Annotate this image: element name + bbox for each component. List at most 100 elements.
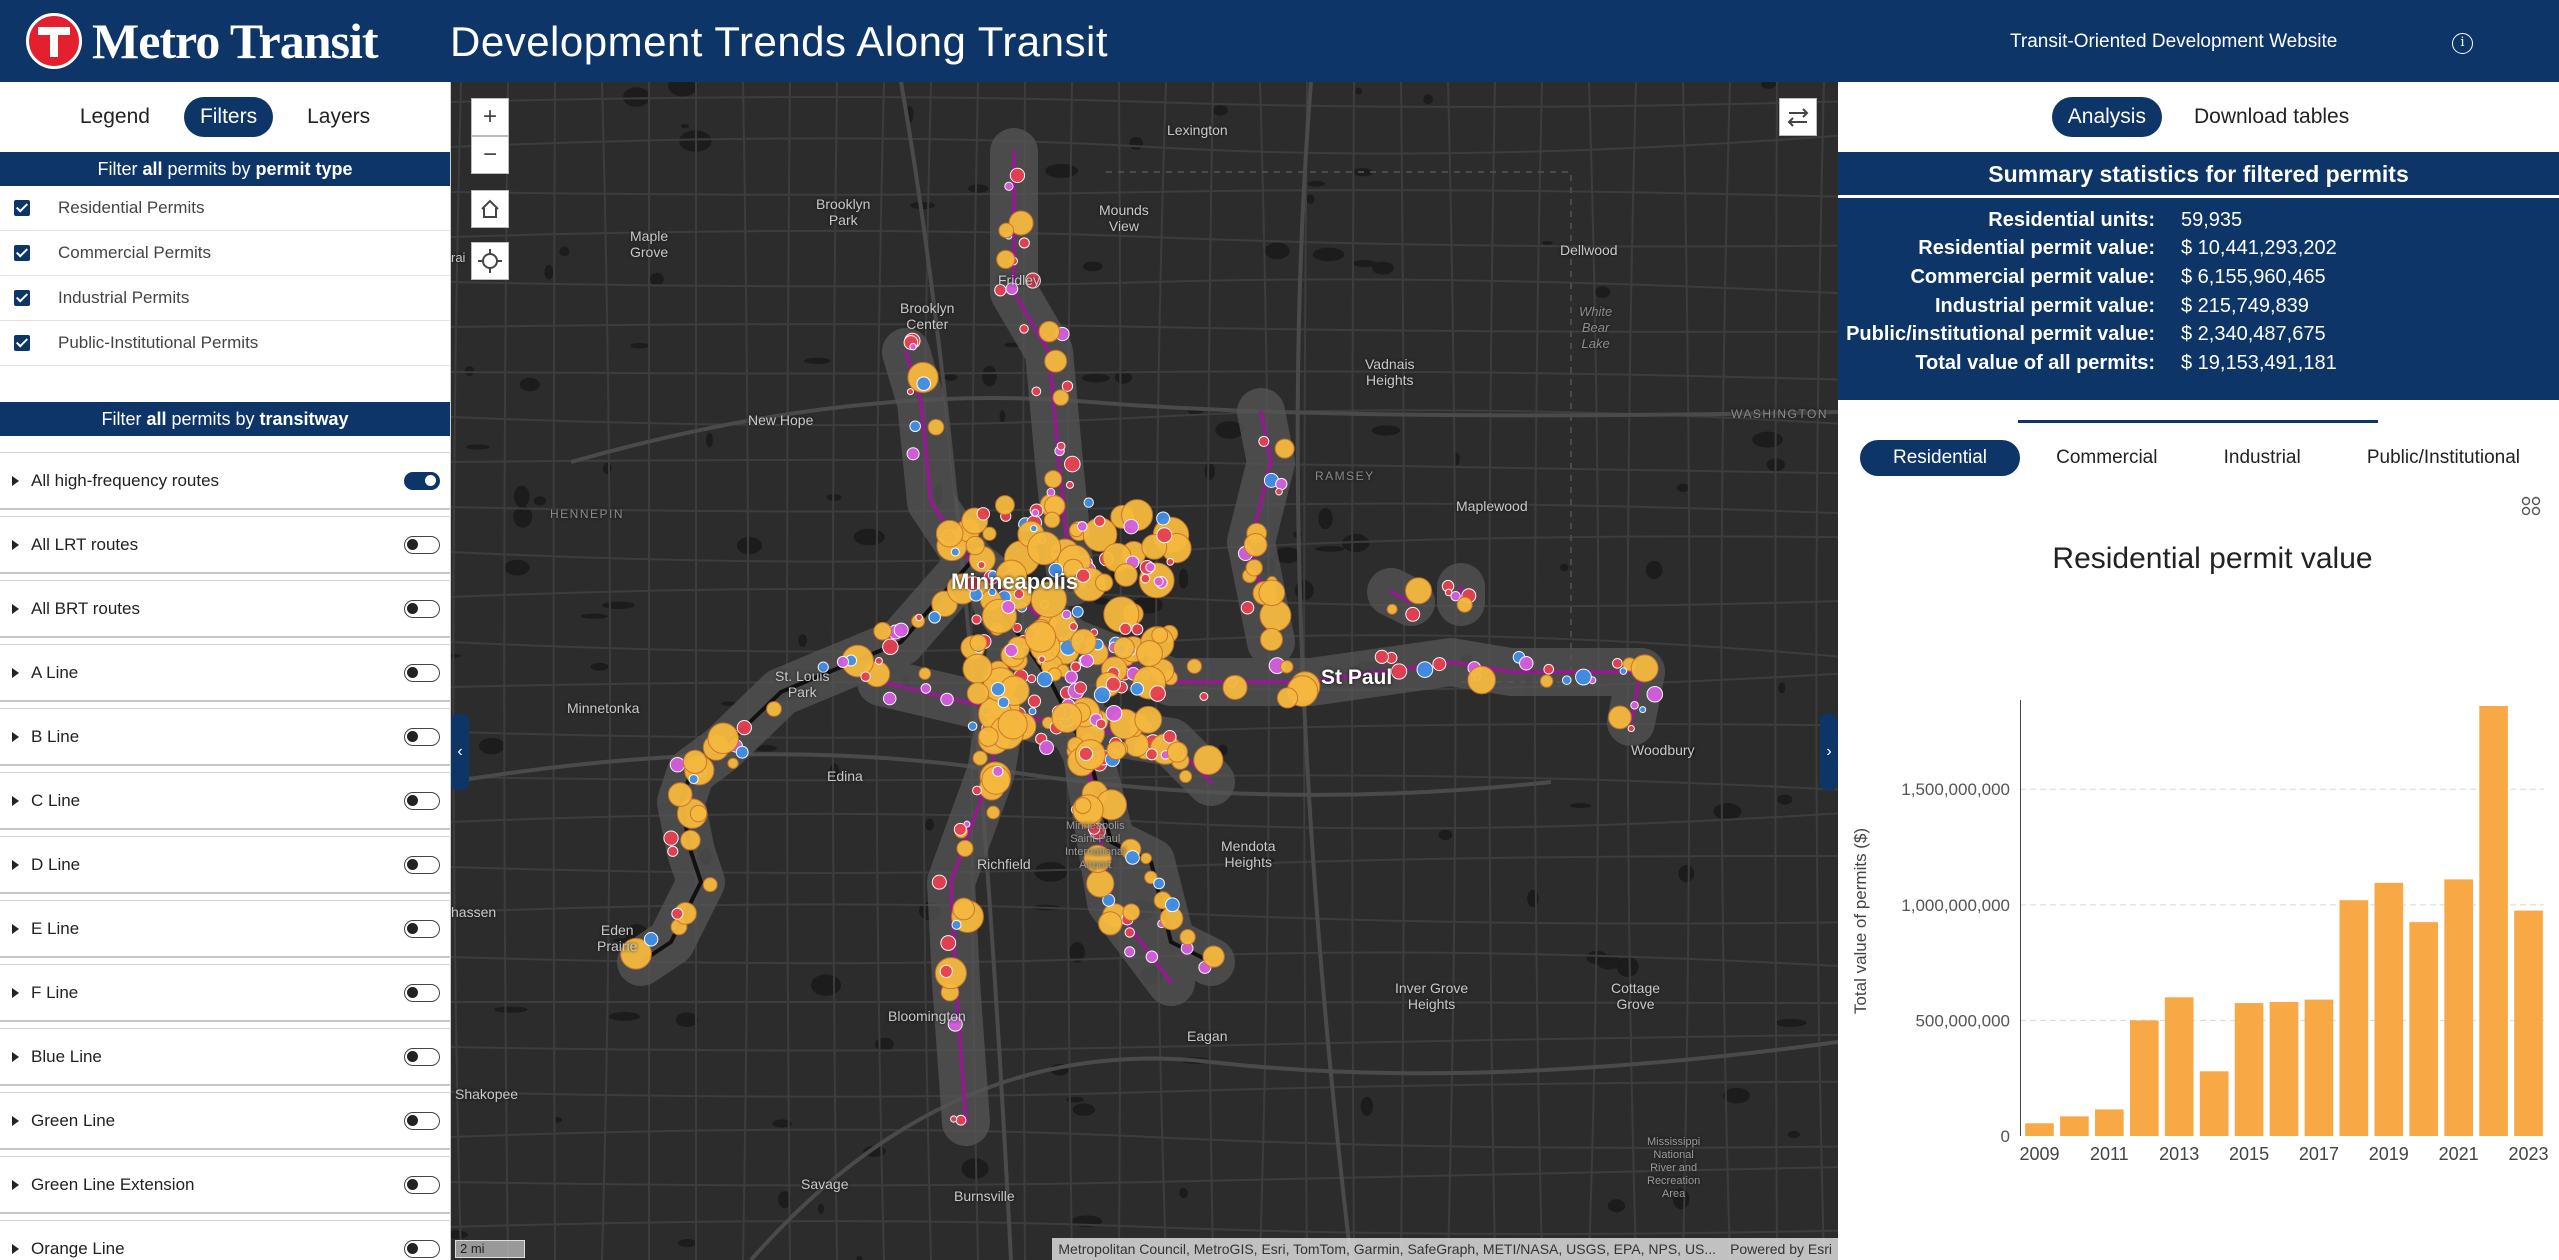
permit-type-residential[interactable]: Residential Permits	[0, 186, 450, 231]
transitway-toggle[interactable]	[404, 664, 440, 682]
permit-point	[1145, 950, 1159, 964]
transitway-row[interactable]: All LRT routes	[0, 510, 450, 574]
transitway-toggle[interactable]	[404, 984, 440, 1002]
place-label: Inver Grove Heights	[1395, 980, 1469, 1012]
bar-2016	[2269, 1001, 2299, 1136]
caret-right-icon[interactable]	[12, 1244, 19, 1254]
statistic-row: Commercial permit value: $ 6,155,960,465	[1838, 263, 2559, 292]
metro-transit-logo[interactable]: Metro Transit	[26, 10, 379, 72]
permit-point	[996, 249, 1016, 270]
tab-residential[interactable]: Residential	[1860, 440, 2020, 476]
info-icon[interactable]: i	[2452, 33, 2473, 54]
permit-point	[916, 376, 931, 391]
tab-filters[interactable]: Filters	[183, 97, 274, 137]
tab-analysis[interactable]: Analysis	[2051, 97, 2162, 137]
water-body	[829, 763, 840, 780]
transitway-toggle[interactable]	[404, 536, 440, 554]
place-label: White Bear Lake	[1579, 304, 1613, 351]
map-canvas[interactable]	[451, 82, 1838, 1260]
caret-right-icon[interactable]	[12, 796, 19, 806]
permit-point	[1070, 628, 1097, 655]
transitway-toggle[interactable]	[404, 1176, 440, 1194]
collapse-right-panel-button[interactable]: ›	[1820, 714, 1838, 790]
tab-public-institutional[interactable]: Public/Institutional	[2366, 447, 2520, 468]
transitway-toggle[interactable]	[404, 856, 440, 874]
transitway-toggle[interactable]	[404, 792, 440, 810]
powered-by-esri[interactable]: Powered by Esri	[1730, 1241, 1832, 1257]
transitway-row[interactable]: Green Line	[0, 1086, 450, 1150]
checkbox-commercial[interactable]	[14, 245, 30, 261]
caret-right-icon[interactable]	[12, 988, 19, 998]
caret-right-icon[interactable]	[12, 924, 19, 934]
caret-right-icon[interactable]	[12, 668, 19, 678]
permit-point	[1073, 681, 1087, 695]
y-tick-label: 0	[2001, 1127, 2010, 1146]
transitway-toggle[interactable]	[404, 920, 440, 938]
transitway-row[interactable]: D Line	[0, 830, 450, 894]
transitway-row[interactable]: All high-frequency routes	[0, 446, 450, 510]
tab-layers[interactable]: Layers	[307, 105, 371, 128]
caret-right-icon[interactable]	[12, 732, 19, 742]
permit-point	[1166, 558, 1175, 566]
permit-point	[1608, 705, 1632, 730]
checkbox-industrial[interactable]	[14, 290, 30, 306]
grid-icon[interactable]	[2521, 496, 2541, 516]
transitway-toggle[interactable]	[404, 728, 440, 746]
transitway-row[interactable]: A Line	[0, 638, 450, 702]
transitway-row[interactable]: B Line	[0, 702, 450, 766]
collapse-left-panel-button[interactable]: ‹	[451, 714, 469, 790]
transitway-toggle[interactable]	[404, 1112, 440, 1130]
water-body	[798, 634, 807, 647]
statistics-rows: Residential units: 59,935 Residential perm…	[1838, 198, 2559, 378]
transitway-label: A Line	[31, 663, 79, 682]
bar-2023	[2514, 910, 2543, 1136]
transitway-toggle[interactable]	[404, 600, 440, 618]
transitway-row[interactable]: Green Line Extension	[0, 1150, 450, 1214]
tab-industrial[interactable]: Industrial	[2223, 447, 2301, 468]
tab-legend[interactable]: Legend	[79, 105, 150, 128]
tod-website-link[interactable]: Transit-Oriented Development Website	[2010, 31, 2338, 52]
checkbox-residential[interactable]	[14, 200, 30, 216]
map-view[interactable]: + − Lexington Brooklyn Park Mounds View …	[451, 82, 1838, 1260]
caret-right-icon[interactable]	[12, 1116, 19, 1126]
permit-point	[1124, 946, 1136, 958]
summary-statistics-title: Summary statistics for filtered permits	[1838, 152, 2559, 198]
permit-type-public-institutional[interactable]: Public-Institutional Permits	[0, 321, 450, 366]
home-button[interactable]	[471, 190, 509, 228]
permit-point	[860, 671, 871, 682]
permit-point	[1165, 897, 1180, 913]
checkbox-public-institutional[interactable]	[14, 335, 30, 351]
caret-right-icon[interactable]	[12, 1180, 19, 1190]
permit-point	[836, 655, 850, 668]
transitway-row[interactable]: Orange Line	[0, 1214, 450, 1260]
caret-right-icon[interactable]	[12, 476, 19, 486]
tab-commercial[interactable]: Commercial	[2056, 447, 2158, 468]
permit-type-industrial[interactable]: Industrial Permits	[0, 276, 450, 321]
x-tick-label: 2009	[2019, 1144, 2059, 1164]
transitway-toggle[interactable]	[404, 1048, 440, 1066]
zoom-in-button[interactable]: +	[471, 98, 509, 136]
bar-2019	[2374, 882, 2404, 1136]
statistic-label: Residential permit value:	[1918, 237, 2155, 260]
transitway-row[interactable]: All BRT routes	[0, 574, 450, 638]
transitway-row[interactable]: E Line	[0, 894, 450, 958]
place-label: Eagan	[1187, 1028, 1228, 1044]
transitway-row[interactable]: F Line	[0, 958, 450, 1022]
caret-right-icon[interactable]	[12, 860, 19, 870]
transitway-row[interactable]: Blue Line	[0, 1022, 450, 1086]
locate-button[interactable]	[471, 242, 509, 280]
tab-download-tables[interactable]: Download tables	[2193, 105, 2350, 128]
transitway-row[interactable]: C Line	[0, 766, 450, 830]
transitway-label: C Line	[31, 791, 81, 810]
permit-point	[1627, 724, 1635, 733]
caret-right-icon[interactable]	[12, 540, 19, 550]
road	[1774, 82, 1778, 1260]
permit-type-commercial[interactable]: Commercial Permits	[0, 231, 450, 276]
caret-right-icon[interactable]	[12, 604, 19, 614]
zoom-out-button[interactable]: −	[471, 136, 509, 174]
statistic-value: $ 2,340,487,675	[2181, 323, 2326, 346]
transitway-toggle[interactable]	[404, 472, 440, 490]
transitway-toggle[interactable]	[404, 1240, 440, 1258]
caret-right-icon[interactable]	[12, 1052, 19, 1062]
basemap-swap-button[interactable]	[1779, 98, 1817, 136]
